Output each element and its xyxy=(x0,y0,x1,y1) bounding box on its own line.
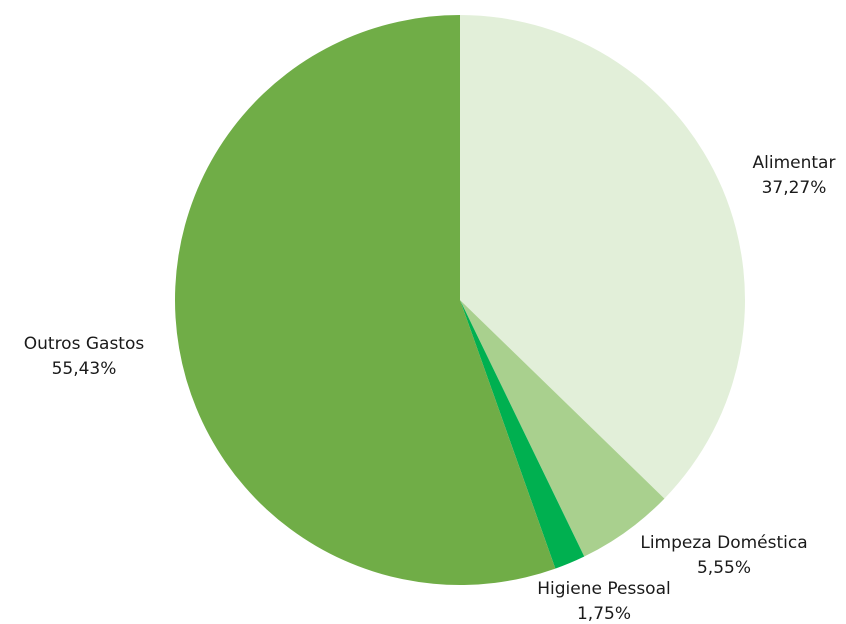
slice-value-outros-gastos: 55,43% xyxy=(52,359,117,379)
slice-label-higiene-pessoal: Higiene Pessoal xyxy=(537,579,670,599)
pie-slice-alimentar xyxy=(460,15,746,499)
slice-value-limpeza-domestica: 5,55% xyxy=(697,558,751,578)
slice-labels: Alimentar 37,27% Limpeza Doméstica 5,55% Hig… xyxy=(24,153,836,624)
pie-slice-outros-gastos xyxy=(175,15,556,586)
slice-label-outros-gastos: Outros Gastos xyxy=(24,334,145,354)
slice-value-higiene-pessoal: 1,75% xyxy=(577,604,631,624)
slice-label-alimentar: Alimentar xyxy=(753,153,836,173)
slice-label-limpeza-domestica: Limpeza Doméstica xyxy=(640,533,807,553)
pie-slices xyxy=(175,15,746,586)
pie-slice-limpeza-domestica xyxy=(460,300,665,557)
pie-slice-higiene-pessoal xyxy=(460,300,585,569)
slice-value-alimentar: 37,27% xyxy=(762,178,827,198)
